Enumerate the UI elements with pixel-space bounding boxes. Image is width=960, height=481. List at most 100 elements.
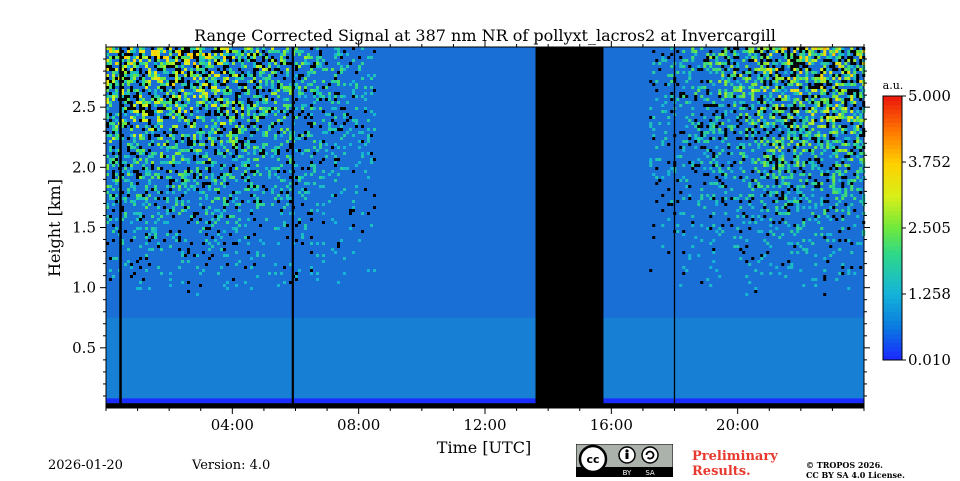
colorbar-segment bbox=[883, 351, 902, 357]
colorbar: 0.010 1.258 2.505 3.752 5.000 bbox=[882, 87, 951, 369]
y-tick-label: 0.5 bbox=[72, 339, 96, 357]
plot-area bbox=[105, 46, 866, 409]
colorbar-segment bbox=[883, 192, 902, 198]
colorbar-segment bbox=[883, 188, 902, 194]
colorbar-segment bbox=[883, 144, 902, 150]
colorbar-segment bbox=[883, 210, 902, 216]
surface-layer bbox=[106, 398, 864, 404]
ground-no-data bbox=[106, 403, 864, 408]
x-tick-label: 04:00 bbox=[211, 416, 254, 434]
copyright-line-1: © TROPOS 2026. bbox=[806, 460, 883, 470]
colorbar-segment bbox=[883, 258, 902, 264]
x-axis: 04:00 08:00 12:00 16:00 20:00 bbox=[105, 41, 865, 434]
colorbar-segment bbox=[883, 298, 902, 304]
colorbar-segment bbox=[883, 104, 902, 110]
colorbar-segment bbox=[883, 122, 902, 128]
y-tick-label: 2.0 bbox=[72, 158, 96, 176]
date-stamp: 2026-01-20 bbox=[48, 458, 123, 473]
colorbar-tick-label: 1.258 bbox=[908, 285, 951, 303]
sa-text: SA bbox=[645, 469, 655, 477]
colorbar-segment bbox=[883, 276, 902, 282]
colorbar-segment bbox=[883, 96, 902, 101]
colorbar-segment bbox=[883, 219, 902, 225]
y-axis: 0.5 1.0 1.5 2.0 2.5 bbox=[72, 58, 870, 397]
colorbar-segment bbox=[883, 254, 902, 260]
no-data-period-3 bbox=[673, 47, 676, 408]
colorbar-segment bbox=[883, 100, 902, 106]
colorbar-segment bbox=[883, 201, 902, 207]
cc-icon bbox=[578, 444, 608, 474]
colorbar-segment bbox=[883, 267, 902, 273]
colorbar-tick-label: 2.505 bbox=[908, 219, 951, 237]
colorbar-segment bbox=[883, 135, 902, 141]
colorbar-segment bbox=[883, 157, 902, 163]
colorbar-segment bbox=[883, 342, 902, 348]
colorbar-segment bbox=[883, 272, 902, 277]
near-field-band bbox=[106, 317, 864, 408]
colorbar-segment bbox=[883, 333, 902, 339]
colorbar-segment bbox=[883, 307, 902, 313]
colorbar-segment bbox=[883, 320, 902, 326]
colorbar-segment bbox=[883, 166, 902, 172]
y-axis-label: Height [km] bbox=[45, 179, 64, 277]
x-axis-label: Time [UTC] bbox=[437, 438, 531, 457]
colorbar-unit: a.u. bbox=[883, 79, 904, 92]
colorbar-segment bbox=[883, 245, 902, 251]
colorbar-segment bbox=[883, 118, 902, 123]
colorbar-segment bbox=[883, 113, 902, 119]
y-tick-label: 1.5 bbox=[72, 219, 96, 237]
copyright-line-2: CC BY SA 4.0 License. bbox=[806, 470, 905, 480]
colorbar-segment bbox=[883, 294, 902, 299]
colorbar-segment bbox=[883, 153, 902, 159]
colorbar-segment bbox=[883, 236, 902, 242]
version-label: Version: 4.0 bbox=[192, 458, 271, 473]
colorbar-segment bbox=[883, 241, 902, 247]
colorbar-segment bbox=[883, 162, 902, 167]
no-data-period-1 bbox=[291, 47, 294, 408]
colorbar-tick-label: 5.000 bbox=[908, 87, 951, 105]
colorbar-segment bbox=[883, 311, 902, 317]
y-tick-label: 1.0 bbox=[72, 279, 96, 297]
colorbar-segment bbox=[883, 126, 902, 132]
colorbar-segment bbox=[883, 329, 902, 335]
colorbar-tick-label: 3.752 bbox=[908, 153, 951, 171]
colorbar-segment bbox=[883, 324, 902, 330]
colorbar-segment bbox=[883, 179, 902, 185]
no-data-period-0 bbox=[119, 47, 122, 408]
colorbar-segment bbox=[883, 170, 902, 176]
cc-license-badge: cc BY SA bbox=[575, 443, 674, 478]
colorbar-segment bbox=[883, 131, 902, 137]
y-tick-label: 2.5 bbox=[72, 98, 96, 116]
colorbar-tick-label: 0.010 bbox=[908, 351, 951, 369]
no-data-period-2 bbox=[535, 47, 604, 408]
chart-title: Range Corrected Signal at 387 nm NR of p… bbox=[194, 26, 776, 45]
x-tick-label: 20:00 bbox=[716, 416, 759, 434]
colorbar-segment bbox=[883, 263, 902, 269]
colorbar-segment bbox=[883, 148, 902, 154]
colorbar-segment bbox=[883, 228, 902, 233]
by-text: BY bbox=[623, 469, 632, 477]
colorbar-segment bbox=[883, 184, 902, 189]
colorbar-segment bbox=[883, 206, 902, 211]
x-tick-label: 08:00 bbox=[337, 416, 380, 434]
preliminary-results-note: Preliminary Results. bbox=[692, 449, 778, 479]
colorbar-segment bbox=[883, 140, 902, 145]
colorbar-segment bbox=[883, 250, 902, 255]
colorbar-segment bbox=[883, 316, 902, 321]
colorbar-segment bbox=[883, 285, 902, 291]
colorbar-segment bbox=[883, 223, 902, 229]
colorbar-segment bbox=[883, 109, 902, 115]
sa-icon bbox=[641, 446, 659, 464]
colorbar-segment bbox=[883, 175, 902, 181]
colorbar-segment bbox=[883, 232, 902, 238]
x-tick-label: 12:00 bbox=[463, 416, 506, 434]
colorbar-segment bbox=[883, 355, 902, 361]
colorbar-segment bbox=[883, 197, 902, 203]
noise-speckle bbox=[106, 47, 866, 296]
colorbar-segment bbox=[883, 280, 902, 286]
colorbar-segment bbox=[883, 214, 902, 220]
cc-icon-text: cc bbox=[586, 453, 599, 466]
x-tick-label: 16:00 bbox=[590, 416, 633, 434]
colorbar-segment bbox=[883, 338, 902, 343]
